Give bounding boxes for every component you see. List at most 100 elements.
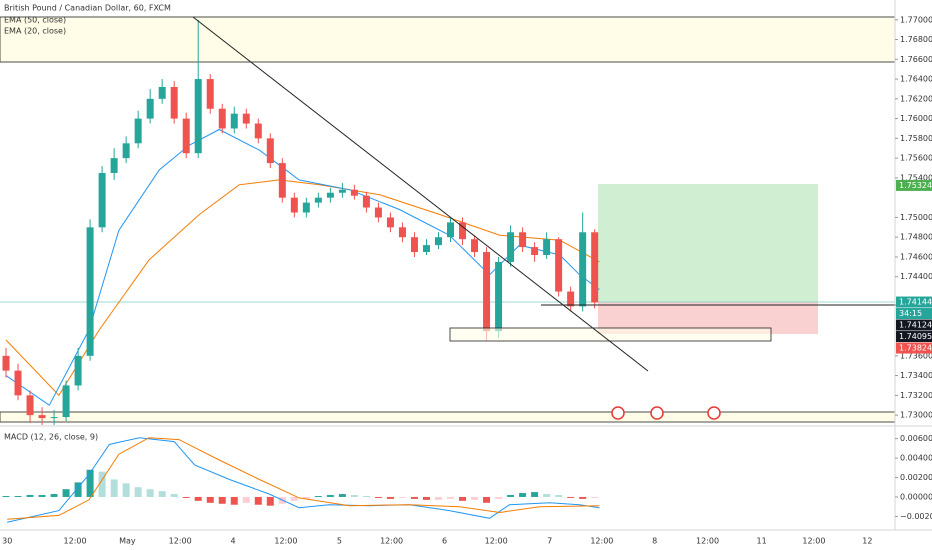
candle-body <box>2 355 10 371</box>
candle-body <box>218 108 226 129</box>
histogram-bar <box>98 471 106 497</box>
candle-body <box>422 245 430 253</box>
histogram-bar <box>74 482 82 497</box>
histogram-bar <box>194 496 202 501</box>
histogram-bar <box>290 496 298 501</box>
y-tick-label: 0.00000 <box>900 492 932 501</box>
y-tick-label: 1.76200 <box>900 94 932 103</box>
histogram-bar <box>374 496 382 498</box>
candle-body <box>206 79 214 109</box>
x-tick-label: 11 <box>757 537 767 546</box>
candle-body <box>495 261 503 332</box>
histogram-bar <box>398 496 406 498</box>
histogram-bar <box>182 496 190 498</box>
histogram-bar <box>26 495 34 497</box>
price-tag <box>896 342 932 354</box>
chart-title: British Pound / Canadian Dollar, 60, FXC… <box>4 4 171 13</box>
histogram-bar <box>591 496 599 498</box>
histogram-bar <box>170 494 178 497</box>
price-tag-label: 1.73824 <box>899 344 932 353</box>
candle-body <box>555 239 563 292</box>
histogram-bar <box>266 496 274 506</box>
histogram-bar <box>242 496 250 503</box>
price-tag <box>896 308 932 320</box>
candle-body <box>410 237 418 253</box>
histogram-bar <box>495 496 503 499</box>
candle-body <box>591 232 599 303</box>
x-tick-label: 7 <box>547 537 552 546</box>
candle-body <box>194 79 202 154</box>
histogram-bar <box>483 496 491 503</box>
event-icon[interactable] <box>650 406 664 420</box>
y-tick-label: 1.76400 <box>900 75 932 84</box>
price-tag <box>896 179 932 191</box>
candle-body <box>398 227 406 238</box>
price-tag <box>896 319 932 331</box>
y-tick-label: 1.73000 <box>900 411 932 420</box>
candle-body <box>386 217 394 228</box>
x-tick-label: 12:00 <box>590 537 613 546</box>
candle-body <box>26 395 34 416</box>
x-tick-label: 12:00 <box>380 537 403 546</box>
candle-body <box>326 192 334 198</box>
candle-body <box>374 207 382 218</box>
price-tag-label: 34:15 <box>899 309 922 318</box>
histogram-bar <box>434 496 442 500</box>
histogram-bar <box>447 496 455 499</box>
candle-body <box>483 252 491 332</box>
y-tick-label: 1.74800 <box>900 233 932 242</box>
histogram-bar <box>531 492 539 497</box>
candle-body <box>507 232 515 262</box>
histogram-bar <box>386 496 394 499</box>
candle-body <box>519 232 527 248</box>
candle-body <box>362 195 370 208</box>
histogram-bar <box>338 494 346 497</box>
price-tag-label: 1.74144 <box>899 298 932 307</box>
y-tick-label: 1.76600 <box>900 55 932 64</box>
x-tick-label: May <box>119 537 136 546</box>
candle-body <box>567 291 575 307</box>
y-tick-label: 1.73400 <box>900 371 932 380</box>
histogram-bar <box>471 496 479 500</box>
histogram-bar <box>519 493 527 497</box>
price-tag <box>896 296 932 308</box>
target-zone <box>598 184 818 302</box>
candle-body <box>62 385 70 418</box>
candle-body <box>110 158 118 173</box>
candle-body <box>302 202 310 213</box>
event-icon[interactable] <box>611 406 625 420</box>
candle-body <box>170 86 178 119</box>
candle-body <box>459 222 467 240</box>
y-tick-label: 0.00200 <box>900 473 932 482</box>
y-tick-label: 1.75600 <box>900 154 932 163</box>
histogram-bar <box>350 495 358 497</box>
event-icon[interactable] <box>707 406 721 420</box>
x-tick-label: 12:00 <box>64 537 87 546</box>
candle-body <box>98 172 106 228</box>
histogram-bar <box>326 495 334 497</box>
y-tick-label: 1.74600 <box>900 252 932 261</box>
candle-body <box>266 138 274 164</box>
histogram-bar <box>122 483 130 497</box>
histogram-bar <box>230 496 238 505</box>
histogram-bar <box>459 496 467 501</box>
histogram-bar <box>507 495 515 497</box>
price-tag-label: 1.75324 <box>899 181 932 190</box>
histogram-bar <box>158 491 166 497</box>
histogram-bar <box>146 489 154 497</box>
line <box>7 437 600 523</box>
candle-body <box>134 118 142 144</box>
candle-body <box>254 123 262 139</box>
x-tick-label: 5 <box>337 537 342 546</box>
candle-body <box>38 415 46 419</box>
candle-body <box>338 189 346 193</box>
histogram-bar <box>206 496 214 503</box>
zone <box>449 327 772 342</box>
candle-body <box>543 239 551 255</box>
x-tick-label: 30 <box>2 537 12 546</box>
plot <box>2 19 600 523</box>
histogram-bar <box>543 494 551 497</box>
candle-body <box>531 247 539 255</box>
